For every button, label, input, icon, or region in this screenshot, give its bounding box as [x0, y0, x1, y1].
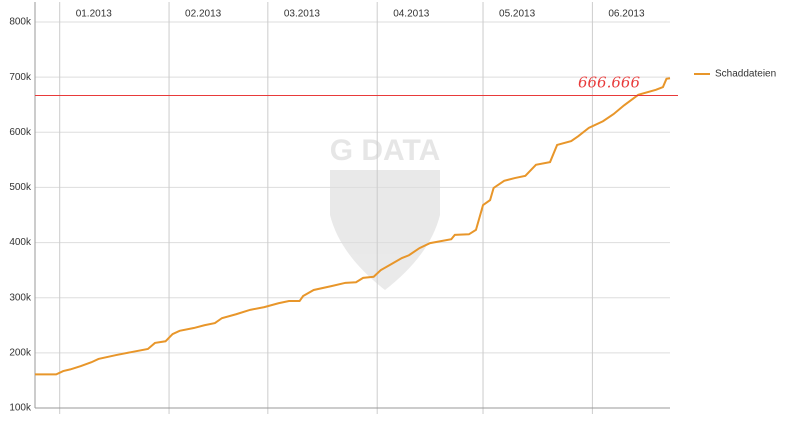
x-tick-label: 03.2013 [284, 9, 321, 20]
y-tick-label: 200k [9, 347, 32, 358]
x-tick-label: 06.2013 [608, 9, 645, 20]
watermark-logo: G DATA [330, 134, 441, 290]
line-series [35, 77, 671, 376]
y-tick-label: 600k [9, 127, 32, 138]
y-tick-label: 800k [9, 17, 32, 28]
x-tick-label: 02.2013 [185, 9, 222, 20]
x-tick-label: 05.2013 [499, 9, 536, 20]
y-tick-label: 500k [9, 182, 32, 193]
y-tick-label: 400k [9, 237, 32, 248]
watermark-text: G DATA [330, 134, 441, 167]
y-tick-label: 100k [9, 403, 32, 414]
x-tick-label: 01.2013 [76, 9, 113, 20]
y-tick-label: 300k [9, 292, 32, 303]
x-tick-label: 04.2013 [393, 9, 430, 20]
legend-label: Schaddateien [715, 69, 776, 80]
y-tick-label: 700k [9, 72, 32, 83]
reference-label: 666.666 [578, 74, 640, 92]
